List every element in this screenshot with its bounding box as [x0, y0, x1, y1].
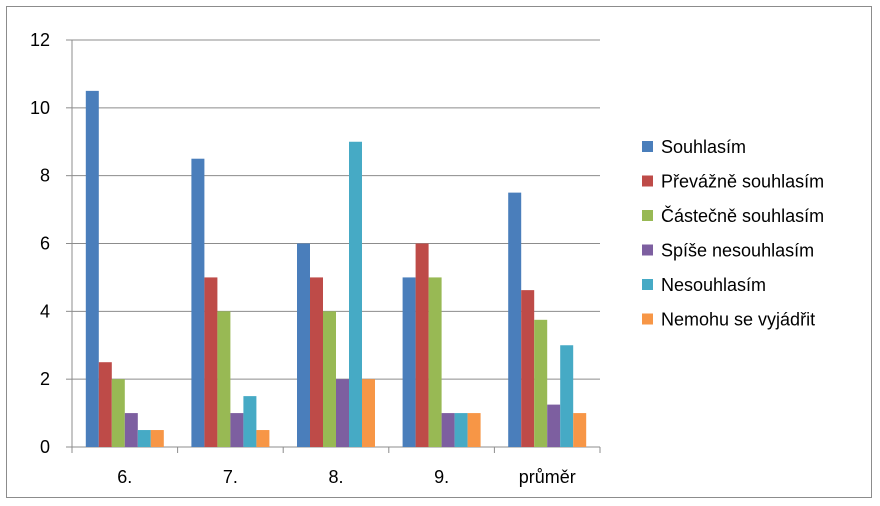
x-tick-label: 7. [223, 467, 238, 487]
legend-swatch [642, 313, 653, 325]
bar [243, 396, 257, 447]
legend-label: Nemohu se vyjádřit [661, 310, 815, 330]
y-tick-label: 8 [40, 166, 50, 186]
bar [111, 379, 125, 447]
bar [191, 158, 205, 448]
legend-label: Částečně souhlasím [661, 205, 824, 226]
y-tick-label: 10 [30, 98, 50, 118]
bar [336, 379, 349, 447]
bar [349, 141, 362, 447]
legend-swatch [642, 141, 653, 152]
bar [217, 311, 231, 447]
legend-swatch [642, 175, 653, 187]
y-tick-label: 2 [40, 369, 50, 389]
bar [547, 404, 561, 447]
x-tick-label: průměr [519, 467, 576, 487]
bar [402, 277, 416, 447]
bar [310, 277, 323, 447]
legend-label: Nesouhlasím [661, 275, 766, 295]
bar [441, 413, 455, 447]
y-tick-label: 4 [40, 301, 50, 321]
bar [98, 362, 112, 447]
legend-swatch [642, 210, 653, 221]
bar [85, 90, 99, 447]
y-tick-label: 12 [30, 30, 50, 50]
x-tick-label: 8. [328, 467, 343, 487]
bar [150, 430, 164, 447]
bar [467, 413, 481, 447]
bar [137, 430, 151, 447]
bar [230, 413, 244, 447]
bar [428, 277, 442, 447]
bar [204, 277, 218, 447]
bar [534, 319, 548, 447]
legend-swatch [642, 244, 653, 256]
bar [297, 243, 310, 447]
bar [415, 243, 429, 447]
bar [454, 413, 468, 447]
legend-swatch [642, 279, 653, 290]
x-tick-label: 6. [117, 467, 132, 487]
legend-label: Převážně souhlasím [661, 172, 824, 192]
legend-label: Spíše nesouhlasím [661, 241, 814, 261]
bar [124, 413, 138, 447]
bar [323, 311, 336, 447]
y-tick-label: 0 [40, 437, 50, 457]
bar [256, 430, 270, 447]
y-tick-label: 6 [40, 234, 50, 254]
bar [521, 290, 535, 447]
bar [362, 379, 375, 447]
bar [573, 413, 587, 447]
legend-label: Souhlasím [661, 137, 746, 157]
bar [508, 192, 522, 447]
bar [560, 345, 574, 447]
x-tick-label: 9. [434, 467, 449, 487]
